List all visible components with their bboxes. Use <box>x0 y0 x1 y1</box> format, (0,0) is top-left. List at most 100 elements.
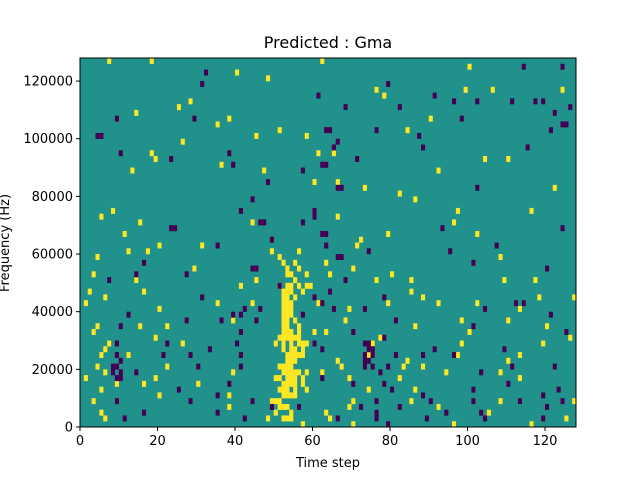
heatmap-cell-high <box>297 369 302 376</box>
heatmap-cell-low <box>417 132 422 139</box>
heatmap-cell-high <box>285 271 290 278</box>
heatmap-cell-low <box>297 403 302 410</box>
heatmap-cell-high <box>196 380 201 387</box>
heatmap-cell-low <box>250 196 255 203</box>
heatmap-cell-high <box>165 323 170 330</box>
heatmap-cell-low <box>506 380 511 387</box>
heatmap-cell-high <box>281 311 286 318</box>
heatmap-cell-high <box>459 340 464 347</box>
heatmap-cell-low <box>300 311 305 318</box>
y-tick-label: 60000 <box>32 248 73 263</box>
heatmap-cell-low <box>111 369 116 376</box>
heatmap-cell-low <box>386 421 391 428</box>
heatmap-cell-low <box>548 127 553 134</box>
heatmap-cell-high <box>386 300 391 307</box>
heatmap-cell-high <box>285 363 290 370</box>
heatmap-cell-high <box>475 300 480 307</box>
heatmap-cell-low <box>114 398 119 405</box>
heatmap-cell-low <box>320 161 325 168</box>
heatmap-cell-low <box>324 127 329 134</box>
heatmap-cell-low <box>351 380 356 387</box>
heatmap-cell-high <box>281 328 286 335</box>
heatmap-cell-high <box>285 369 290 376</box>
heatmap-cell-high <box>157 305 162 312</box>
heatmap-cell-low <box>324 161 329 168</box>
heatmap-cell-high <box>529 421 534 428</box>
heatmap-cell-low <box>258 305 263 312</box>
heatmap-cell-low <box>312 294 317 301</box>
heatmap-cell-high <box>285 288 290 295</box>
heatmap-cell-low <box>200 294 205 301</box>
heatmap-cell-low <box>335 415 340 422</box>
heatmap-cell-low <box>483 415 488 422</box>
heatmap-cell-high <box>277 403 282 410</box>
y-tick-label: 0 <box>65 421 73 436</box>
heatmap-cell-high <box>95 254 100 260</box>
heatmap-cell-low <box>335 138 340 145</box>
heatmap-cell-high <box>386 230 391 237</box>
heatmap-cell-low <box>548 311 553 318</box>
heatmap-cell-low <box>393 317 398 324</box>
heatmap-cell-high <box>250 219 255 226</box>
heatmap-cell-low <box>452 98 457 105</box>
heatmap-cell-high <box>568 334 573 341</box>
heatmap-cell-high <box>560 86 565 93</box>
heatmap-cell-low <box>382 334 387 341</box>
y-tick-label: 80000 <box>32 190 73 205</box>
heatmap-cell-high <box>382 92 387 99</box>
heatmap-cell-low <box>312 207 317 214</box>
heatmap-cell-high <box>254 132 259 139</box>
heatmap-cell-high <box>99 213 104 220</box>
heatmap-cell-low <box>471 386 476 393</box>
heatmap-cell-low <box>227 380 232 387</box>
heatmap-cell-high <box>142 288 147 295</box>
heatmap-cell-low <box>560 225 565 232</box>
heatmap-cell-high <box>281 403 286 410</box>
heatmap-cell-high <box>281 317 286 324</box>
heatmap-cell-high <box>335 179 340 186</box>
heatmap-cell-high <box>285 334 290 341</box>
heatmap-cell-high <box>316 300 321 307</box>
heatmap-cell-low <box>560 398 565 405</box>
heatmap-cell-low <box>374 409 379 416</box>
heatmap-cell-low <box>382 380 387 387</box>
heatmap-cell-high <box>277 254 282 260</box>
heatmap-cell-low <box>324 230 329 237</box>
heatmap-cell-high <box>328 415 333 422</box>
heatmap-cell-high <box>281 305 286 312</box>
heatmap-cell-low <box>254 317 259 324</box>
heatmap-cell-high <box>254 277 259 284</box>
heatmap-cell-low <box>397 403 402 410</box>
heatmap-cell-high <box>366 352 371 359</box>
heatmap-cell-high <box>281 392 286 399</box>
heatmap-cell-high <box>227 403 232 410</box>
heatmap-cell-high <box>490 86 495 93</box>
heatmap-cell-high <box>134 277 139 284</box>
heatmap-cell-high <box>347 305 352 312</box>
heatmap-cell-high <box>99 352 104 359</box>
heatmap-cell-low <box>266 179 271 186</box>
heatmap-cell-high <box>308 282 313 289</box>
heatmap-cell-high <box>285 415 290 422</box>
heatmap-cell-low <box>421 352 426 359</box>
heatmap-cell-high <box>103 415 108 422</box>
heatmap-cell-low <box>343 104 348 111</box>
heatmap-cell-high <box>405 127 410 134</box>
heatmap-cell-high <box>297 323 302 330</box>
heatmap-cell-high <box>304 132 309 139</box>
heatmap-cell-low <box>328 288 333 295</box>
heatmap-cell-high <box>390 271 395 278</box>
heatmap-cell-high <box>149 58 154 64</box>
heatmap-cell-low <box>374 127 379 134</box>
heatmap-cell-low <box>421 144 426 151</box>
heatmap-cell-low <box>393 352 398 359</box>
heatmap-cell-low <box>510 363 515 370</box>
heatmap-cell-high <box>293 380 298 387</box>
heatmap-cell-high <box>502 277 507 284</box>
heatmap-cell-low <box>386 363 391 370</box>
heatmap-cell-low <box>521 300 526 307</box>
heatmap-cell-high <box>289 288 294 295</box>
heatmap-cell-low <box>219 317 224 324</box>
heatmap-cell-low <box>262 219 267 226</box>
